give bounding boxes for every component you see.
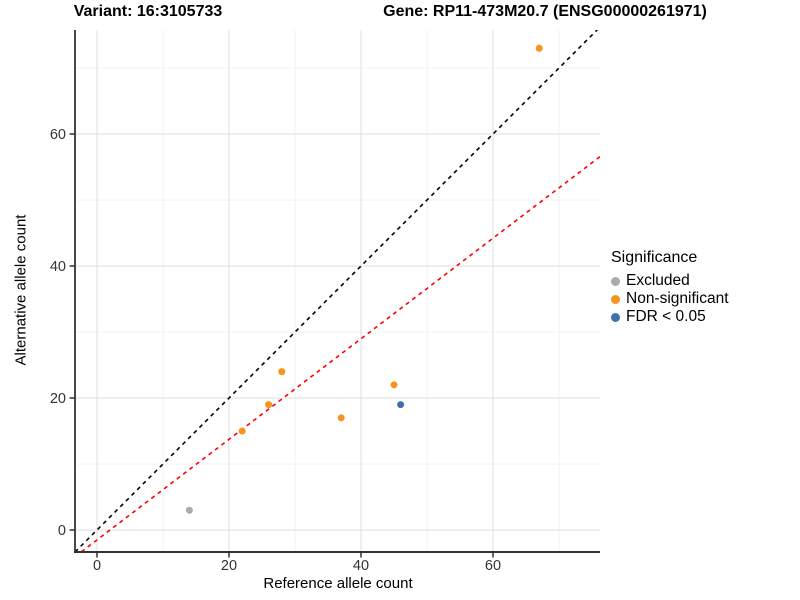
y-tick-label: 20 xyxy=(50,391,66,407)
non-significant-dot-icon xyxy=(611,294,620,304)
y-tick-label: 60 xyxy=(50,127,66,143)
data-point xyxy=(238,427,246,435)
y-axis-title: Alternative allele count xyxy=(12,214,30,366)
legend-item-non-significant: Non-significant xyxy=(611,290,729,308)
x-tick-label: 0 xyxy=(93,558,101,574)
y-tick-label: 40 xyxy=(50,259,66,275)
ratio-line xyxy=(79,156,600,552)
x-tick-label: 40 xyxy=(353,558,369,574)
legend-label: Non-significant xyxy=(626,290,729,307)
x-axis-title: Reference allele count xyxy=(263,575,413,592)
data-point xyxy=(397,401,405,409)
data-point xyxy=(337,414,345,422)
excluded-dot-icon xyxy=(611,276,620,286)
variant-title: Variant: 16:3105733 xyxy=(73,3,223,20)
identity-line xyxy=(75,30,599,552)
data-point xyxy=(535,44,543,52)
legend-label: FDR < 0.05 xyxy=(626,308,706,325)
x-tick-label: 20 xyxy=(221,558,237,574)
legend-title: Significance xyxy=(611,249,698,266)
gene-title: Gene: RP11-473M20.7 (ENSG00000261971) xyxy=(383,3,707,20)
data-point xyxy=(265,401,273,409)
legend-item-excluded: Excluded xyxy=(611,272,729,290)
y-tick-label: 0 xyxy=(58,523,66,539)
fdr-dot-icon xyxy=(611,312,620,322)
legend-item-fdr: FDR < 0.05 xyxy=(611,308,729,326)
data-point xyxy=(185,506,193,514)
legend: Significance Excluded Non-significant FD… xyxy=(611,249,729,326)
data-point xyxy=(390,381,398,389)
x-tick-label: 60 xyxy=(485,558,501,574)
data-point xyxy=(278,368,286,376)
legend-label: Excluded xyxy=(626,272,690,289)
